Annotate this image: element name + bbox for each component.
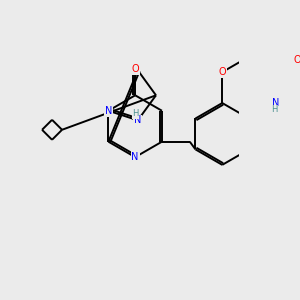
Text: O: O	[131, 64, 139, 74]
Text: N: N	[105, 106, 112, 116]
Text: H: H	[132, 109, 139, 118]
Text: O: O	[218, 67, 226, 77]
Text: O: O	[293, 55, 300, 65]
Text: N: N	[131, 152, 139, 162]
Text: N: N	[134, 115, 142, 125]
Text: H: H	[272, 105, 278, 114]
Text: N: N	[272, 98, 280, 108]
